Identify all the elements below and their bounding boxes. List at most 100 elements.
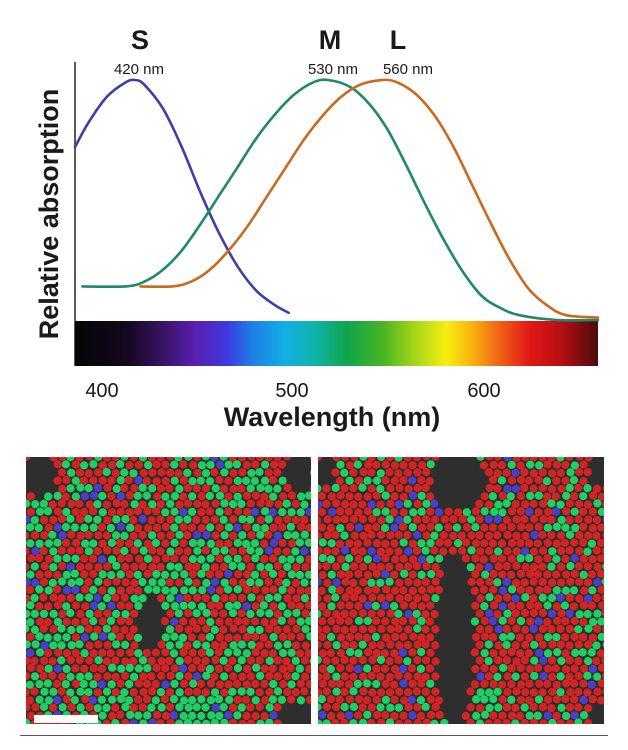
- cone-cell: [103, 516, 112, 525]
- cone-cell: [157, 468, 166, 477]
- cone-cell: [80, 523, 89, 532]
- cone-cell: [75, 577, 84, 586]
- cone-cell: [512, 561, 521, 571]
- cone-cell: [489, 554, 498, 563]
- cone-cell: [354, 555, 363, 564]
- cone-cell: [426, 460, 435, 469]
- cone-cell: [524, 649, 534, 658]
- cone-cell: [520, 483, 529, 492]
- cone-cell: [322, 499, 331, 508]
- cone-cell: [129, 688, 138, 697]
- cone-cell: [503, 546, 512, 556]
- cone-cell: [561, 694, 570, 704]
- s-cone-label: S: [131, 25, 149, 55]
- cone-cell: [376, 641, 385, 650]
- cone-cell: [34, 554, 44, 563]
- cone-cell: [129, 719, 138, 724]
- cone-cell: [556, 672, 565, 681]
- cone-cell: [489, 695, 498, 704]
- cone-cell: [247, 457, 256, 461]
- cone-cell: [287, 632, 296, 641]
- cone-cell: [26, 663, 36, 672]
- cone-cell: [345, 539, 354, 548]
- cone-cell: [548, 547, 557, 556]
- cone-cell: [372, 664, 381, 673]
- cone-cell: [571, 648, 580, 658]
- cone-cell: [66, 672, 75, 682]
- cone-cell: [139, 719, 148, 724]
- cone-cell: [206, 539, 216, 548]
- cone-cell: [116, 710, 125, 719]
- cone-cell: [368, 641, 377, 650]
- cone-cell: [112, 546, 121, 555]
- cone-cell: [268, 664, 277, 673]
- cone-cell: [494, 562, 503, 571]
- cone-cell: [161, 476, 170, 486]
- cone-cell: [304, 586, 311, 595]
- cone-cell: [166, 671, 175, 680]
- cone-cell: [291, 656, 300, 665]
- cone-cell: [493, 718, 502, 724]
- cone-cell: [215, 523, 224, 532]
- cone-cell: [385, 468, 394, 477]
- cone-cell: [355, 726, 363, 734]
- cone-cell: [556, 719, 565, 724]
- cone-cell: [318, 719, 323, 724]
- cone-cell: [412, 609, 421, 618]
- cone-cell: [538, 702, 548, 712]
- cone-cell: [385, 562, 394, 572]
- cone-cell: [593, 672, 602, 681]
- cone-cell: [543, 585, 552, 594]
- cone-cell: [138, 656, 148, 665]
- cone-cell: [331, 483, 340, 492]
- cone-cell: [340, 515, 349, 524]
- cone-cell: [322, 687, 331, 696]
- cone-cell: [426, 695, 435, 704]
- cone-cell: [66, 608, 75, 618]
- cone-cell: [318, 602, 326, 611]
- cone-cell: [386, 703, 395, 712]
- cone-cell: [511, 484, 521, 493]
- cone-cell: [309, 457, 311, 461]
- cone-cell: [34, 523, 43, 533]
- cone-cell: [534, 475, 543, 484]
- cone-cell: [467, 546, 476, 555]
- cone-cell: [175, 657, 184, 666]
- cone-cell: [395, 687, 404, 696]
- cone-cell: [349, 641, 358, 650]
- cone-cell: [106, 616, 116, 625]
- cone-cell: [147, 516, 156, 525]
- cone-cell: [166, 718, 175, 724]
- cone-cell: [403, 457, 412, 462]
- cone-cell: [538, 593, 547, 602]
- cone-cell: [26, 680, 34, 689]
- cone-cell: [53, 507, 63, 516]
- cone-cell: [58, 703, 67, 712]
- cone-cell: [273, 468, 282, 477]
- cone-cell: [318, 531, 322, 540]
- cone-cell: [471, 570, 480, 579]
- cone-cell: [344, 711, 354, 720]
- cone-cell: [75, 457, 84, 462]
- cone-cell: [413, 719, 422, 724]
- cone-cell: [35, 570, 44, 579]
- cone-cell: [412, 515, 422, 524]
- cone-cell: [215, 539, 224, 548]
- cone-cell: [111, 672, 120, 682]
- cone-cell: [180, 570, 189, 579]
- cone-cell: [475, 515, 484, 524]
- cone-cell: [201, 641, 211, 650]
- cone-cell: [306, 632, 311, 641]
- cone-cell: [133, 507, 142, 516]
- cone-cell: [589, 617, 598, 627]
- cone-cell: [359, 578, 368, 587]
- cone-cell: [144, 461, 153, 470]
- cone-cell: [309, 580, 311, 586]
- cone-cell: [31, 500, 40, 509]
- cone-cell: [345, 492, 354, 501]
- cone-cell: [278, 585, 287, 595]
- cone-cell: [170, 476, 179, 485]
- cone-cell: [507, 585, 517, 594]
- cone-cell: [255, 625, 264, 635]
- cone-cell: [30, 625, 39, 635]
